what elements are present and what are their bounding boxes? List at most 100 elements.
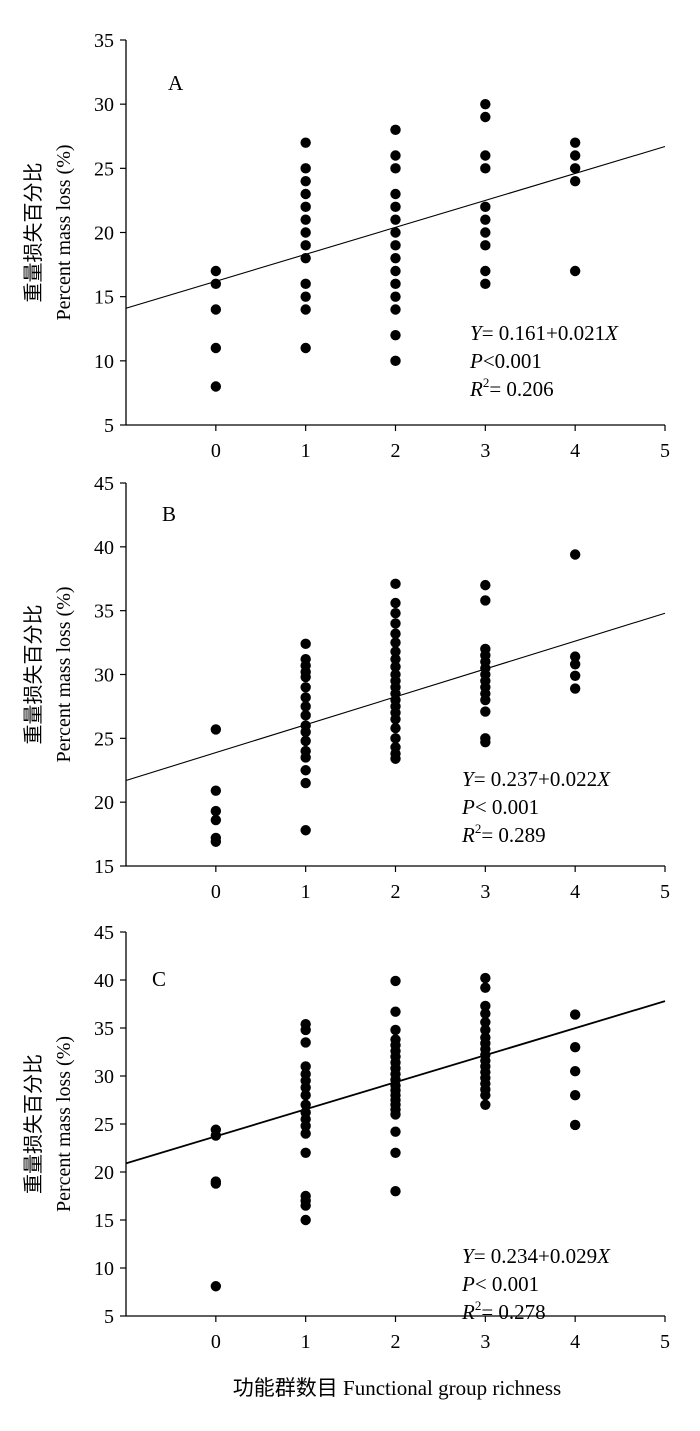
data-point bbox=[300, 1147, 311, 1159]
x-tick-label: 3 bbox=[480, 440, 490, 462]
equation-y-symbol: Y bbox=[462, 1244, 476, 1268]
p-symbol: P bbox=[461, 1272, 475, 1296]
data-point bbox=[390, 1186, 401, 1197]
r-superscript: 2 bbox=[483, 375, 490, 390]
p-symbol: P bbox=[461, 795, 475, 819]
y-tick-label: 15 bbox=[94, 287, 114, 309]
data-point bbox=[300, 701, 311, 712]
y-tick-label: 45 bbox=[94, 473, 114, 495]
data-point bbox=[210, 805, 222, 817]
data-point bbox=[480, 1024, 491, 1036]
p-value-text: <0.001 bbox=[483, 349, 542, 373]
x-tick-label: 4 bbox=[570, 1331, 580, 1353]
y-tick-label: 15 bbox=[94, 856, 114, 878]
regression-equation: Y= 0.234+0.029X bbox=[462, 1244, 611, 1268]
x-axis-label: 功能群数目 Functional group richness bbox=[233, 1376, 561, 1400]
data-point bbox=[480, 595, 491, 606]
data-point bbox=[480, 227, 491, 238]
y-tick-label: 45 bbox=[94, 922, 114, 944]
data-point bbox=[480, 706, 491, 717]
data-point bbox=[390, 646, 401, 657]
equation-x-symbol: X bbox=[596, 1244, 611, 1268]
data-point bbox=[480, 111, 491, 123]
data-point bbox=[480, 1000, 491, 1012]
y-tick-label: 35 bbox=[94, 30, 114, 52]
data-point bbox=[390, 150, 401, 161]
x-tick-label: 5 bbox=[660, 1331, 670, 1353]
data-point bbox=[390, 355, 401, 367]
data-point bbox=[480, 163, 491, 174]
data-point bbox=[390, 291, 401, 302]
data-point bbox=[300, 1099, 311, 1111]
data-point bbox=[300, 304, 311, 315]
data-point bbox=[300, 1128, 311, 1139]
x-tick-label: 4 bbox=[570, 440, 580, 462]
data-point bbox=[390, 252, 401, 264]
data-point bbox=[390, 278, 401, 290]
x-tick-label: 1 bbox=[301, 1331, 311, 1353]
equation-x-symbol: X bbox=[596, 767, 611, 791]
data-point bbox=[390, 1024, 401, 1036]
data-point bbox=[480, 201, 491, 213]
data-point bbox=[300, 1037, 311, 1048]
y-tick-label: 25 bbox=[94, 728, 114, 750]
data-point bbox=[210, 342, 222, 354]
data-point bbox=[300, 735, 311, 747]
data-point bbox=[210, 265, 222, 277]
data-point bbox=[390, 1147, 401, 1159]
data-point bbox=[210, 1178, 222, 1189]
x-tick-label: 1 bbox=[301, 881, 311, 903]
y-tick-label: 5 bbox=[104, 1306, 114, 1328]
data-point bbox=[390, 1006, 401, 1017]
data-point bbox=[390, 227, 401, 238]
equation-coefficients: = 0.234+0.029 bbox=[474, 1244, 597, 1268]
data-point bbox=[300, 227, 311, 238]
y-tick-label: 35 bbox=[94, 1018, 114, 1040]
data-point bbox=[300, 201, 311, 213]
y-tick-label: 30 bbox=[94, 665, 114, 687]
y-tick-label: 40 bbox=[94, 970, 114, 992]
y-tick-label: 20 bbox=[94, 223, 114, 245]
x-tick-label: 0 bbox=[211, 881, 221, 903]
data-point bbox=[569, 670, 581, 681]
data-point bbox=[300, 291, 311, 302]
panel-letter: C bbox=[152, 967, 166, 991]
data-point bbox=[569, 683, 581, 694]
data-point bbox=[480, 1090, 491, 1101]
data-point bbox=[300, 1120, 311, 1132]
r-squared: R2= 0.289 bbox=[461, 821, 546, 847]
data-point bbox=[300, 137, 311, 148]
data-point bbox=[300, 214, 311, 225]
y-axis-label-cn: 重量损失百分比 bbox=[22, 163, 45, 303]
data-point bbox=[210, 304, 222, 315]
panel-letter: A bbox=[168, 71, 184, 95]
y-tick-label: 30 bbox=[94, 94, 114, 116]
data-point bbox=[390, 753, 401, 764]
equation-x-symbol: X bbox=[604, 321, 619, 345]
data-point bbox=[210, 814, 222, 826]
data-point bbox=[480, 1017, 491, 1028]
equation-coefficients: = 0.237+0.022 bbox=[474, 767, 597, 791]
data-point bbox=[300, 671, 311, 683]
data-point bbox=[390, 733, 401, 744]
data-point bbox=[390, 661, 401, 673]
data-point bbox=[390, 597, 401, 609]
data-point bbox=[300, 175, 311, 187]
y-tick-label: 20 bbox=[94, 792, 114, 814]
data-point bbox=[390, 713, 401, 725]
data-point bbox=[300, 752, 311, 763]
data-point bbox=[390, 214, 401, 225]
r-squared-value: = 0.289 bbox=[481, 823, 545, 847]
y-tick-label: 25 bbox=[94, 158, 114, 180]
y-tick-label: 15 bbox=[94, 1210, 114, 1232]
data-point bbox=[390, 578, 401, 590]
data-point bbox=[480, 972, 491, 984]
data-point bbox=[390, 329, 401, 341]
data-point bbox=[480, 694, 491, 706]
data-point bbox=[569, 163, 581, 174]
data-point bbox=[390, 722, 401, 734]
y-tick-label: 30 bbox=[94, 1066, 114, 1088]
